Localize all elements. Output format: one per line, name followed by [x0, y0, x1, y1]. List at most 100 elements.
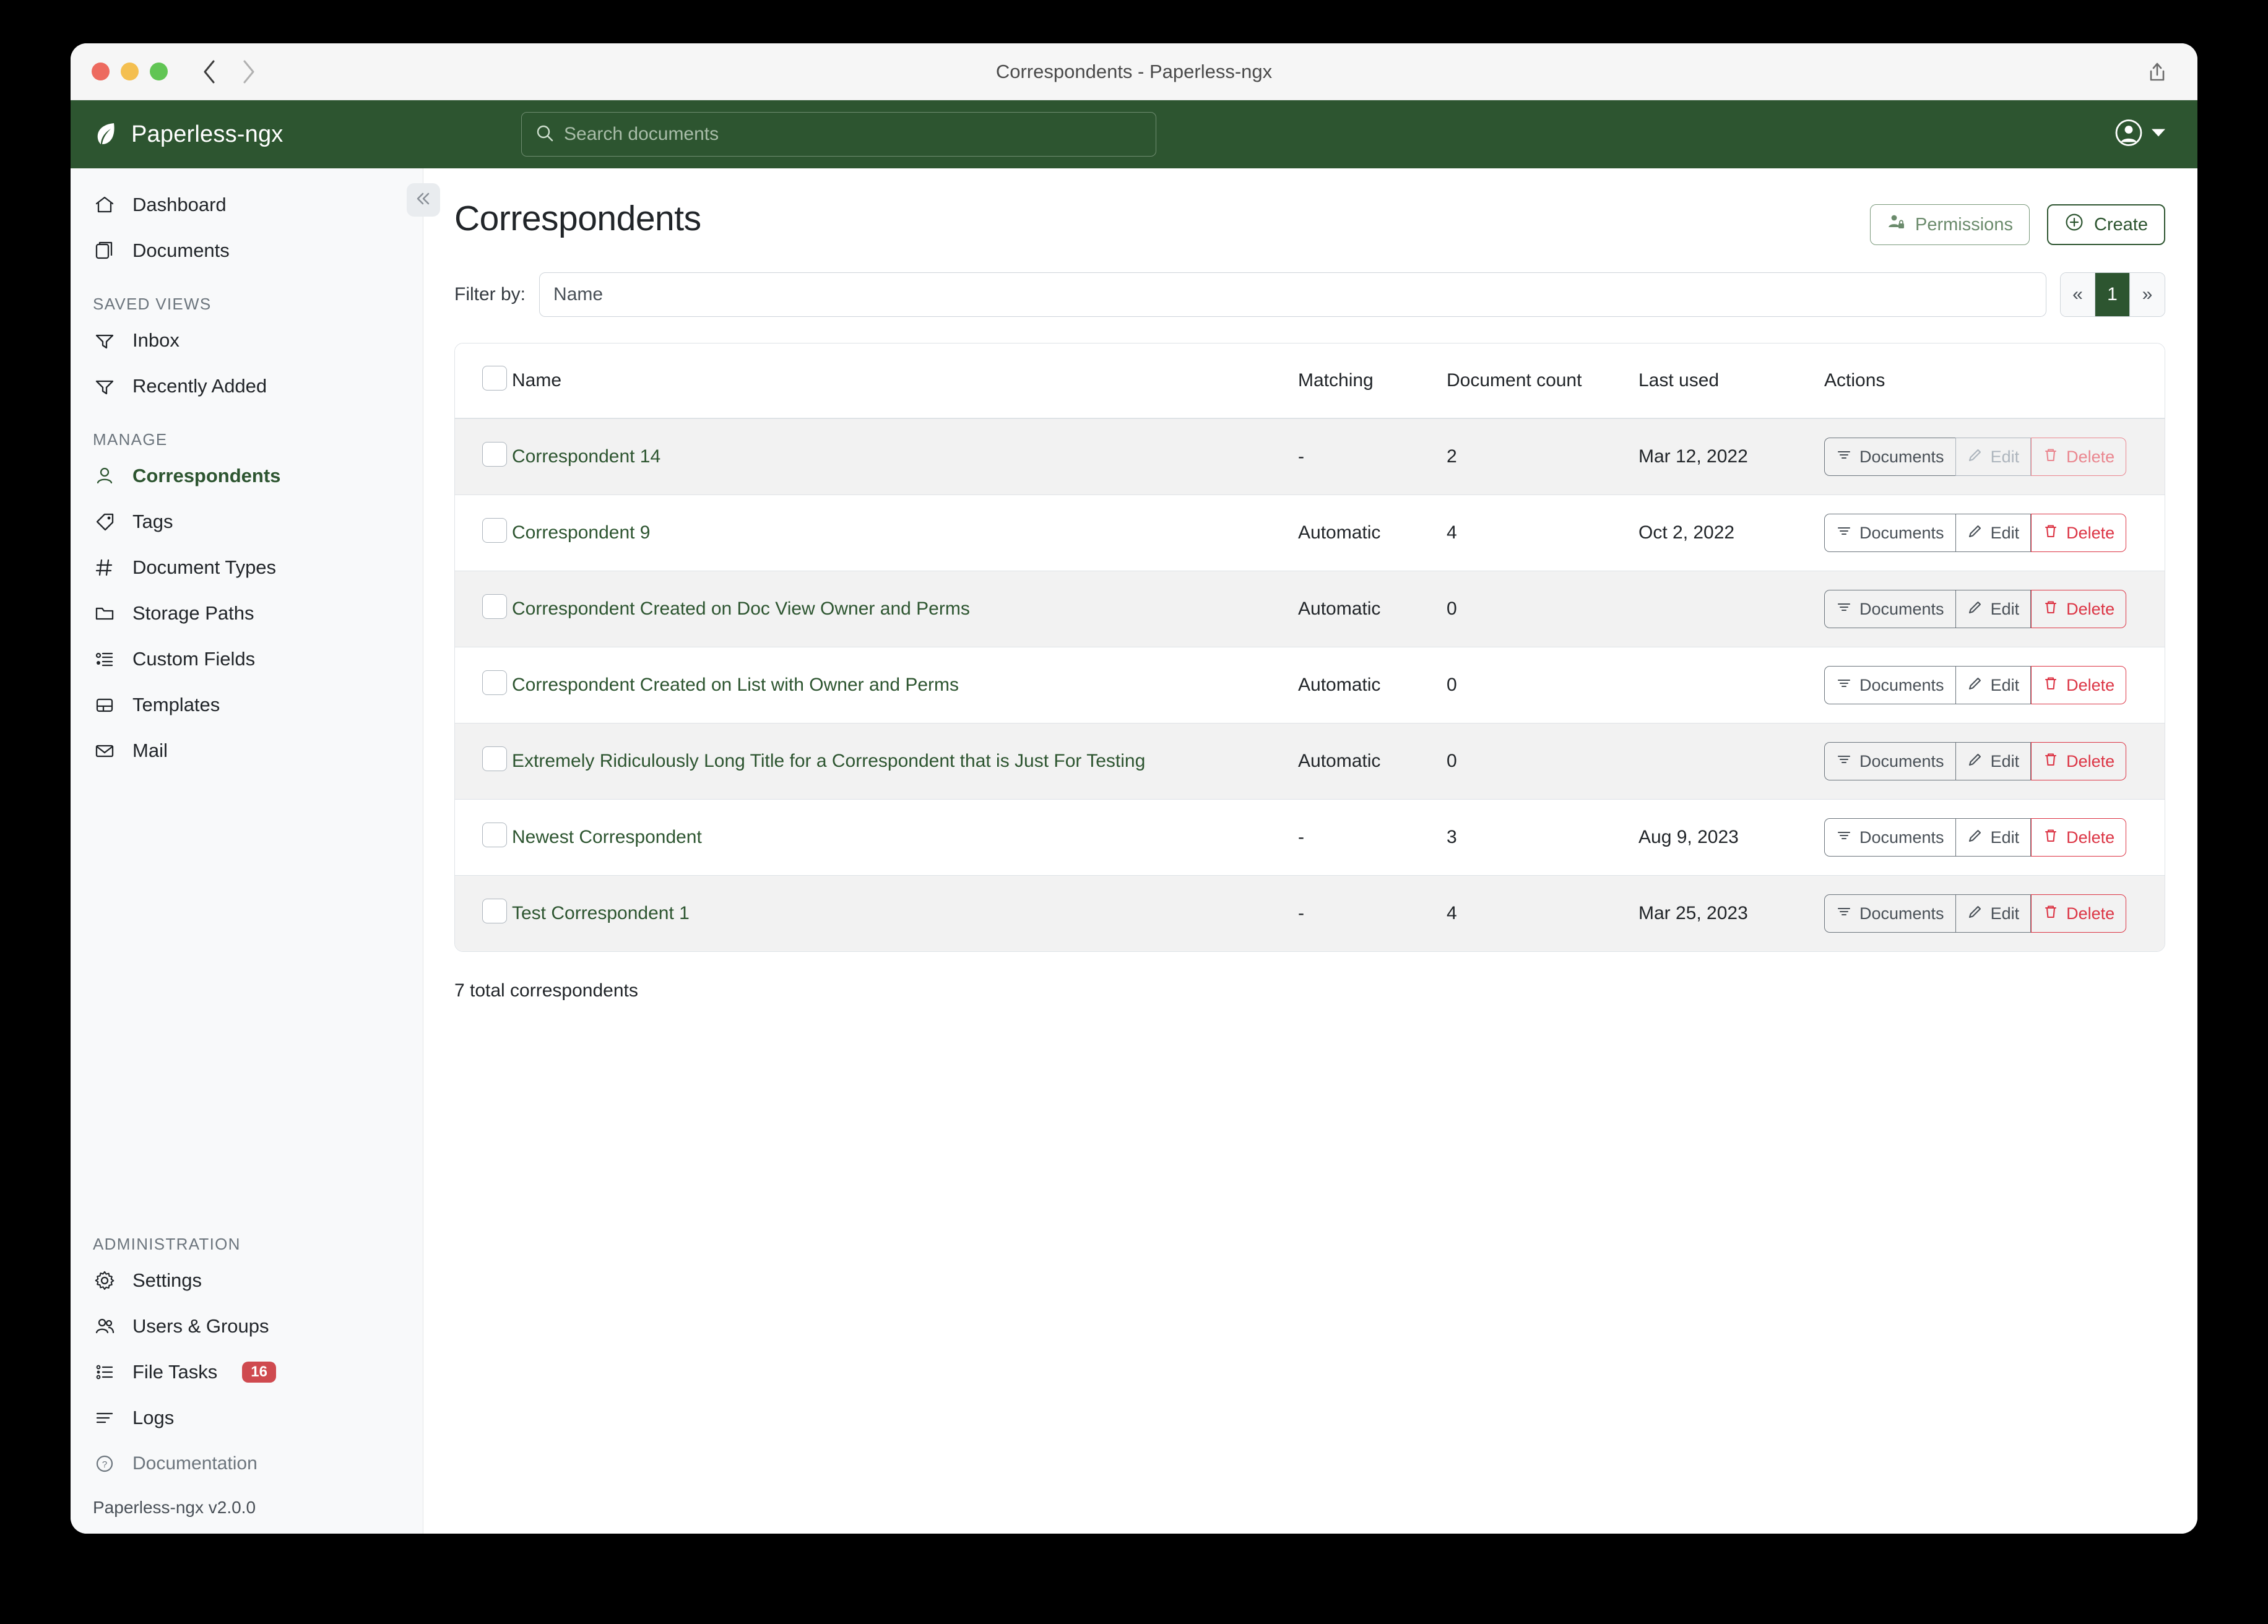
- sidebar-item-settings[interactable]: Settings: [71, 1258, 423, 1303]
- correspondent-link[interactable]: Correspondent Created on List with Owner…: [512, 675, 959, 695]
- column-header-last-used[interactable]: Last used: [1638, 343, 1824, 419]
- row-select-checkbox[interactable]: [482, 518, 507, 543]
- paperless-leaf-icon: [93, 120, 118, 149]
- correspondent-link[interactable]: Correspondent Created on Doc View Owner …: [512, 598, 970, 619]
- sidebar-item-inbox[interactable]: Inbox: [71, 317, 423, 363]
- share-icon[interactable]: [2144, 59, 2170, 85]
- row-document-count-cell: 4: [1447, 495, 1638, 571]
- row-documents-label: Documents: [1859, 904, 1944, 923]
- caret-down-icon: [2152, 129, 2165, 140]
- table-head: Name Matching Document count Last used A…: [455, 343, 2165, 419]
- sidebar: Dashboard Documents SAVED VIEWS Inbox Re: [71, 168, 440, 1534]
- sidebar-item-dashboard[interactable]: Dashboard: [71, 182, 423, 228]
- row-documents-button[interactable]: Documents: [1824, 742, 1955, 780]
- search-input[interactable]: [564, 124, 1142, 145]
- sidebar-item-tags[interactable]: Tags: [71, 499, 423, 545]
- correspondent-link[interactable]: Extremely Ridiculously Long Title for a …: [512, 751, 1146, 771]
- filter-name-input[interactable]: [539, 272, 2046, 317]
- row-select-checkbox[interactable]: [482, 670, 507, 695]
- row-edit-button[interactable]: Edit: [1955, 514, 2032, 552]
- table-row: Correspondent 9 Automatic 4 Oct 2, 2022 Docu…: [455, 495, 2165, 571]
- row-document-count-cell: 0: [1447, 723, 1638, 800]
- row-documents-button[interactable]: Documents: [1824, 590, 1955, 628]
- user-menu[interactable]: [2114, 119, 2165, 150]
- sidebar-item-file-tasks[interactable]: File Tasks 16: [71, 1349, 423, 1395]
- row-select-checkbox[interactable]: [482, 746, 507, 771]
- pagination: « 1 »: [2060, 272, 2165, 317]
- close-window-button[interactable]: [92, 63, 110, 80]
- row-documents-button[interactable]: Documents: [1824, 894, 1955, 933]
- row-documents-button[interactable]: Documents: [1824, 514, 1955, 552]
- row-select-checkbox[interactable]: [482, 594, 507, 619]
- row-delete-button[interactable]: Delete: [2031, 514, 2127, 552]
- row-actions-cell: Documents Edit Delete: [1824, 799, 2165, 876]
- correspondent-link[interactable]: Newest Correspondent: [512, 827, 702, 847]
- correspondent-link[interactable]: Correspondent 9: [512, 522, 651, 543]
- sidebar-item-documents[interactable]: Documents: [71, 228, 423, 274]
- row-edit-button[interactable]: Edit: [1955, 742, 2032, 780]
- row-action-group: Documents Edit Delete: [1824, 818, 2127, 857]
- row-delete-button[interactable]: Delete: [2031, 818, 2127, 857]
- column-header-document-count[interactable]: Document count: [1447, 343, 1638, 419]
- traffic-lights: [92, 63, 168, 80]
- table-row: Newest Correspondent -3 Aug 9, 2023 Documen…: [455, 799, 2165, 876]
- column-header-name[interactable]: Name: [512, 343, 1298, 419]
- sidebar-section-saved-views: SAVED VIEWS: [93, 295, 212, 313]
- row-select-checkbox[interactable]: [482, 899, 507, 923]
- sidebar-item-label: Custom Fields: [132, 648, 256, 670]
- tag-icon: [93, 511, 116, 532]
- sidebar-item-custom-fields[interactable]: Custom Fields: [71, 636, 423, 682]
- filter-list-icon: [1836, 599, 1852, 620]
- chevron-left-icon[interactable]: [201, 59, 217, 85]
- svg-text:?: ?: [102, 1459, 107, 1470]
- row-edit-button[interactable]: Edit: [1955, 666, 2032, 704]
- sidebar-item-mail[interactable]: Mail: [71, 728, 423, 774]
- sidebar-item-documentation[interactable]: ? Documentation: [71, 1441, 423, 1487]
- brand-name: Paperless-ngx: [131, 121, 284, 147]
- pagination-page-1[interactable]: 1: [2095, 273, 2130, 316]
- row-delete-button[interactable]: Delete: [2031, 894, 2127, 933]
- sidebar-item-storage-paths[interactable]: Storage Paths: [71, 590, 423, 636]
- row-delete-button[interactable]: Delete: [2031, 666, 2127, 704]
- row-documents-label: Documents: [1859, 751, 1944, 771]
- row-documents-button[interactable]: Documents: [1824, 438, 1955, 476]
- row-delete-button[interactable]: Delete: [2031, 590, 2127, 628]
- minimize-window-button[interactable]: [121, 63, 139, 80]
- app-brand[interactable]: Paperless-ngx: [93, 120, 415, 149]
- row-last-used-cell: Mar 12, 2022: [1638, 418, 1824, 495]
- sidebar-item-document-types[interactable]: Document Types: [71, 545, 423, 590]
- trash-icon: [2043, 904, 2059, 924]
- row-select-checkbox[interactable]: [482, 442, 507, 467]
- row-documents-button[interactable]: Documents: [1824, 818, 1955, 857]
- row-documents-button[interactable]: Documents: [1824, 666, 1955, 704]
- correspondent-link[interactable]: Correspondent 14: [512, 446, 661, 467]
- sidebar-item-templates[interactable]: Templates: [71, 682, 423, 728]
- sidebar-item-recently-added[interactable]: Recently Added: [71, 363, 423, 409]
- table-row: Correspondent Created on Doc View Owner …: [455, 571, 2165, 647]
- sidebar-item-correspondents[interactable]: Correspondents: [71, 453, 423, 499]
- row-select-cell: [455, 875, 512, 951]
- select-all-checkbox[interactable]: [482, 366, 507, 391]
- pagination-first-button[interactable]: «: [2061, 273, 2095, 316]
- search-bar[interactable]: [521, 112, 1156, 157]
- app-version: Paperless-ngx v2.0.0: [93, 1498, 256, 1517]
- row-name-cell: Extremely Ridiculously Long Title for a …: [512, 723, 1298, 800]
- maximize-window-button[interactable]: [150, 63, 168, 80]
- pagination-last-button[interactable]: »: [2130, 273, 2165, 316]
- sidebar-item-users-groups[interactable]: Users & Groups: [71, 1303, 423, 1349]
- row-select-checkbox[interactable]: [482, 823, 507, 847]
- chevron-right-icon[interactable]: [241, 59, 257, 85]
- row-edit-button[interactable]: Edit: [1955, 894, 2032, 933]
- sidebar-item-logs[interactable]: Logs: [71, 1395, 423, 1441]
- row-delete-button: Delete: [2031, 438, 2127, 476]
- row-edit-button[interactable]: Edit: [1955, 590, 2032, 628]
- permissions-button[interactable]: Permissions: [1870, 204, 2030, 245]
- column-header-matching[interactable]: Matching: [1298, 343, 1447, 419]
- correspondent-link[interactable]: Test Correspondent 1: [512, 903, 690, 923]
- sidebar-collapse-button[interactable]: [407, 183, 440, 217]
- correspondents-table: Name Matching Document count Last used A…: [455, 343, 2165, 951]
- create-button[interactable]: Create: [2046, 204, 2165, 245]
- row-edit-button[interactable]: Edit: [1955, 818, 2032, 857]
- row-delete-button[interactable]: Delete: [2031, 742, 2127, 780]
- app-window: Correspondents - Paperless-ngx Paperless…: [71, 43, 2197, 1534]
